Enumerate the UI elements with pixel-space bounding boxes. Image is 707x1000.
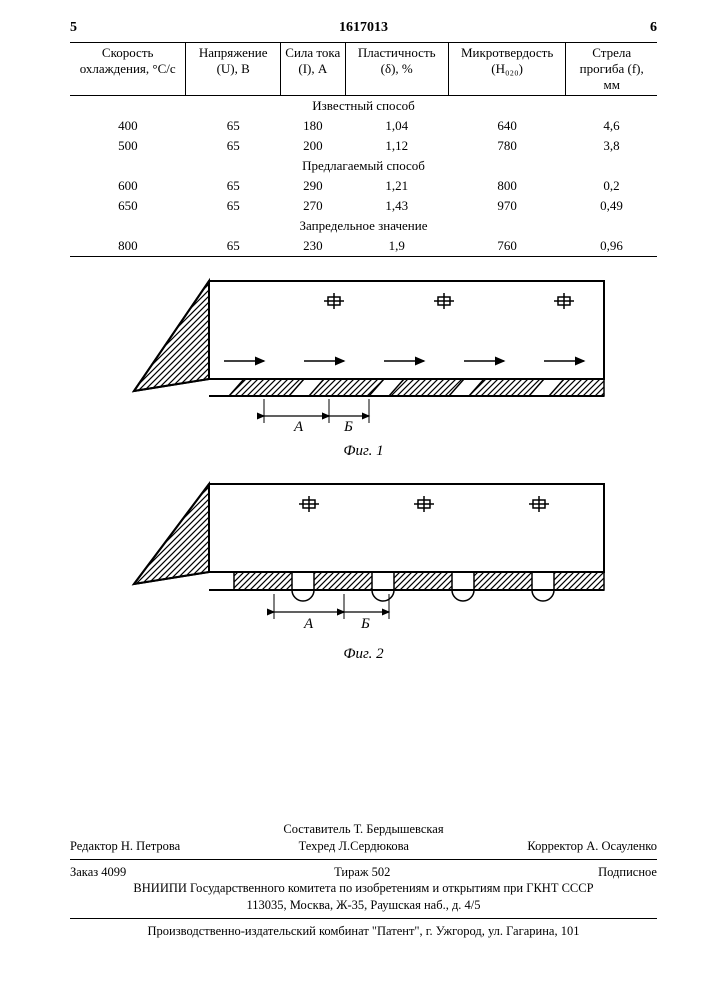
table-cell: 640 xyxy=(448,116,566,136)
page-no-right: 6 xyxy=(650,20,657,36)
page-no-left: 5 xyxy=(70,20,77,36)
col-head-2: Сила тока (I), А xyxy=(281,43,346,96)
table-cell: 0,49 xyxy=(566,196,657,216)
col-head-1: Напряжение (U), В xyxy=(186,43,281,96)
address: 113035, Москва, Ж-35, Раушская наб., д. … xyxy=(70,897,657,914)
fig2-label-a: А xyxy=(303,616,314,632)
table-cell: 290 xyxy=(281,176,346,196)
table-cell: 200 xyxy=(281,136,346,156)
techred: Техред Л.Сердюкова xyxy=(299,838,409,855)
editor: Редактор Н. Петрова xyxy=(70,838,180,855)
table-cell: 1,9 xyxy=(345,236,448,257)
printer: Производственно-издательский комбинат "П… xyxy=(70,923,657,940)
section-label: Запредельное значение xyxy=(70,216,657,236)
table-cell: 650 xyxy=(70,196,186,216)
table-cell: 65 xyxy=(186,136,281,156)
tirazh: Тираж 502 xyxy=(334,864,390,881)
table-cell: 400 xyxy=(70,116,186,136)
table-cell: 970 xyxy=(448,196,566,216)
table-cell: 180 xyxy=(281,116,346,136)
table-cell: 65 xyxy=(186,196,281,216)
figure-1: А Б Фиг. 1 xyxy=(70,271,657,460)
table-cell: 1,43 xyxy=(345,196,448,216)
fig1-label-b: Б xyxy=(343,419,353,435)
table-cell: 4,6 xyxy=(566,116,657,136)
table-cell: 65 xyxy=(186,116,281,136)
table-cell: 780 xyxy=(448,136,566,156)
table-cell: 800 xyxy=(70,236,186,257)
table-cell: 1,04 xyxy=(345,116,448,136)
table-cell: 270 xyxy=(281,196,346,216)
col-head-4: Микротвердость (H₀₂₀) xyxy=(448,43,566,96)
fig2-label-b: Б xyxy=(360,616,370,632)
page-header: 5 1617013 6 xyxy=(70,20,657,36)
col-head-0: Скорость охлаждения, °С/с xyxy=(70,43,186,96)
figure-2: А Б Фиг. 2 xyxy=(70,474,657,663)
results-table: Скорость охлаждения, °С/с Напряжение (U)… xyxy=(70,42,657,257)
org: ВНИИПИ Государственного комитета по изоб… xyxy=(70,880,657,897)
table-cell: 65 xyxy=(186,236,281,257)
table-cell: 0,2 xyxy=(566,176,657,196)
table-cell: 1,12 xyxy=(345,136,448,156)
col-head-3: Пластичность (δ), % xyxy=(345,43,448,96)
fig2-caption: Фиг. 2 xyxy=(70,646,657,663)
podpisnoe: Подписное xyxy=(598,864,657,881)
table-cell: 600 xyxy=(70,176,186,196)
compiler: Составитель Т. Бердышевская xyxy=(70,821,657,838)
fig1-caption: Фиг. 1 xyxy=(70,443,657,460)
table-cell: 3,8 xyxy=(566,136,657,156)
table-cell: 800 xyxy=(448,176,566,196)
colophon: Составитель Т. Бердышевская Редактор Н. … xyxy=(70,821,657,940)
col-head-5: Стрела прогиба (f), мм xyxy=(566,43,657,96)
section-label: Известный способ xyxy=(70,96,657,117)
table-cell: 65 xyxy=(186,176,281,196)
table-cell: 230 xyxy=(281,236,346,257)
table-cell: 1,21 xyxy=(345,176,448,196)
patent-number: 1617013 xyxy=(77,20,650,36)
corrector: Корректор А. Осауленко xyxy=(527,838,657,855)
table-cell: 0,96 xyxy=(566,236,657,257)
table-cell: 500 xyxy=(70,136,186,156)
order-no: Заказ 4099 xyxy=(70,864,126,881)
table-cell: 760 xyxy=(448,236,566,257)
fig1-label-a: А xyxy=(293,419,304,435)
section-label: Предлагаемый способ xyxy=(70,156,657,176)
